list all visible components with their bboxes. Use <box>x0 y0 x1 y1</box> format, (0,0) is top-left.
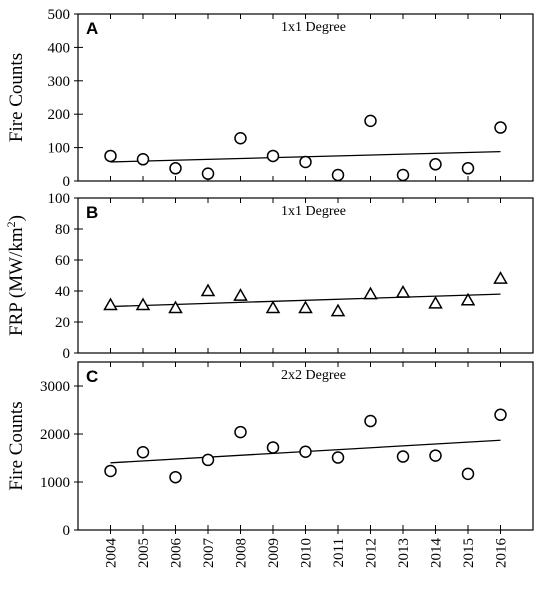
y-tick-label: 100 <box>48 141 71 157</box>
x-tick-label: 2005 <box>136 538 152 568</box>
data-point <box>169 162 182 175</box>
y-axis-title-text: Fire Counts <box>6 53 27 142</box>
data-point <box>461 467 475 481</box>
y-axis-title: FRP (MW/km2) <box>4 215 27 336</box>
y-tick-label: 0 <box>63 346 71 362</box>
data-point <box>299 445 312 459</box>
y-axis-title-text: Fire Counts <box>6 401 27 490</box>
data-point <box>201 453 215 467</box>
data-point <box>233 288 248 301</box>
y-tick-label: 200 <box>48 107 71 123</box>
data-point <box>136 153 150 166</box>
data-point <box>396 450 410 463</box>
y-tick-label: 400 <box>48 40 71 56</box>
data-point <box>266 441 280 454</box>
y-tick-label: 2000 <box>40 427 70 443</box>
y-axis-title-superscript: 2 <box>4 221 18 227</box>
data-point <box>169 470 182 484</box>
y-tick-label: 300 <box>48 74 71 90</box>
x-tick-label: 2004 <box>104 538 120 569</box>
panel-title: 2x2 Degree <box>281 368 346 383</box>
y-tick-label: 0 <box>63 523 71 539</box>
data-point <box>364 114 377 128</box>
x-tick-label: 2016 <box>494 538 510 569</box>
panel-letter: C <box>86 367 98 386</box>
x-tick-label: 2013 <box>396 538 412 568</box>
data-point <box>266 149 280 163</box>
y-tick-label: 500 <box>48 7 71 23</box>
y-tick-label: 80 <box>55 222 70 238</box>
plot-frame <box>77 197 534 354</box>
data-point <box>429 449 442 462</box>
x-tick-label: 2014 <box>429 538 445 569</box>
x-tick-label: 2009 <box>266 538 282 568</box>
data-point <box>363 286 378 300</box>
data-point <box>104 464 117 478</box>
y-axis-title-end: ) <box>6 215 27 221</box>
y-axis-title: Fire Counts <box>6 401 27 490</box>
x-tick-label: 2011 <box>331 538 347 567</box>
data-point <box>460 292 476 306</box>
panel-letter: B <box>86 203 98 222</box>
y-tick-label: 60 <box>55 253 70 269</box>
data-point <box>201 167 215 180</box>
data-point <box>104 149 117 163</box>
data-point <box>494 121 507 134</box>
panel-b: 0 20 40 60 80 100 B 1x1 Degree FRP (MW/km2) <box>4 191 534 362</box>
y-tick-label: 40 <box>55 284 70 300</box>
data-point <box>364 414 377 428</box>
y-axis-title: Fire Counts <box>6 53 27 142</box>
data-point <box>200 283 216 297</box>
data-point <box>135 297 151 311</box>
data-point <box>396 168 410 182</box>
y-axis-title-text: FRP (MW/km <box>6 227 27 336</box>
data-point <box>331 168 345 182</box>
x-tick-label: 2010 <box>299 538 315 568</box>
panel-a: 0 100 200 300 400 500 A 1x1 Degree Fire Counts <box>6 7 534 190</box>
y-tick-label: 20 <box>55 315 70 331</box>
y-tick-label: 100 <box>48 191 71 207</box>
x-tick-label: 2008 <box>234 538 250 568</box>
y-tick-label: 0 <box>63 174 71 190</box>
data-point <box>493 271 508 284</box>
data-point <box>136 445 150 459</box>
data-point <box>330 303 346 317</box>
data-point <box>234 425 247 439</box>
data-point <box>234 131 247 145</box>
panel-title: 1x1 Degree <box>281 20 346 35</box>
data-point <box>494 408 507 422</box>
data-point <box>299 155 312 169</box>
data-point <box>461 162 475 175</box>
panel-title: 1x1 Degree <box>281 204 346 219</box>
data-point <box>331 451 345 464</box>
x-tick-label: 2012 <box>364 538 380 568</box>
data-point <box>265 300 281 314</box>
x-tick-label: 2015 <box>461 538 477 568</box>
data-point <box>298 300 313 314</box>
y-tick-label: 3000 <box>40 379 70 395</box>
x-tick-label: 2006 <box>169 538 185 569</box>
panel-c: 0 1000 2000 3000 C 2x2 Degree Fire Counts <box>6 361 534 539</box>
data-point <box>428 295 443 309</box>
x-tick-label: 2007 <box>201 538 217 569</box>
data-point <box>168 300 183 314</box>
y-tick-label: 1000 <box>40 475 70 491</box>
data-point <box>395 285 411 298</box>
data-point <box>103 297 118 311</box>
panel-letter: A <box>86 19 98 38</box>
data-point <box>429 158 442 171</box>
